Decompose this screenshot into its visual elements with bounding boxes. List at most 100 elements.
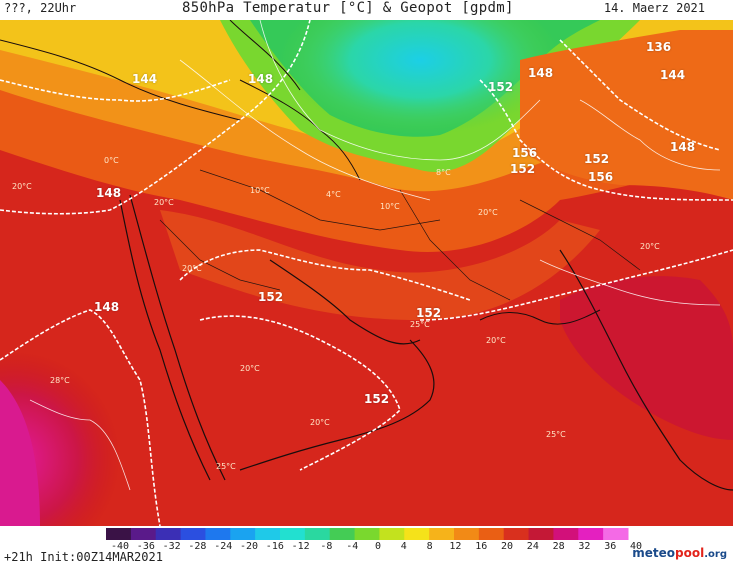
geopot-label: 144 [660, 68, 686, 82]
isotherm [579, 99, 721, 171]
colorbar-segment [180, 528, 206, 540]
coastline-gulf [269, 259, 421, 345]
magenta-region [0, 220, 300, 526]
geopot-label: 148 [94, 300, 120, 314]
colorbar-segment [304, 528, 331, 540]
colorbar-tick-label: 20 [501, 541, 514, 552]
geopot-label: 148 [528, 66, 554, 80]
temp-label: 20°C [478, 208, 498, 217]
colorbar-tick-label: 24 [526, 541, 539, 552]
isoline-152-east [419, 249, 733, 321]
colorbar: -40 -36 -32 -28 -24 -20 -16 -12 -8 -4 0 4 8 12 16 20 24 2… [0, 526, 733, 566]
geopot-label: 156 [588, 170, 614, 184]
colorbar-tick-label: 0 [375, 541, 382, 552]
temp-label: 20°C [182, 264, 202, 273]
colorbar-tick-label: 4 [400, 541, 407, 552]
isotherm [259, 20, 541, 161]
weather-map[interactable]: 144 148 148 152 152 152 152 148 136 144 … [0, 20, 733, 526]
coastline-mediterranean [0, 39, 241, 121]
map-date: 14. Maerz 2021 [603, 1, 705, 15]
colorbar-tick-label: -12 [291, 541, 310, 552]
colorbar-tick-label: 8 [426, 541, 433, 552]
temperature-contours [29, 20, 721, 491]
colorbar-tick-label: -16 [265, 541, 284, 552]
colorbar-segment [230, 528, 256, 540]
temp-label: 20°C [640, 242, 660, 251]
isoline-148-ne [559, 39, 721, 151]
temp-label: 8°C [436, 168, 451, 177]
colorbar-segment [106, 528, 132, 540]
colorbar-tick-label: 36 [604, 541, 617, 552]
geopot-label: 148 [670, 140, 696, 154]
geopot-label: 152 [510, 162, 536, 176]
temp-label: 25°C [410, 320, 430, 329]
coastline-pakistan [479, 309, 601, 325]
temperature-field [0, 20, 733, 526]
temp-label: 25°C [216, 462, 236, 471]
country-border [519, 199, 641, 271]
colorbar-tick-label: -36 [136, 541, 155, 552]
temp-label: 10°C [380, 202, 400, 211]
geopot-label: 152 [416, 306, 442, 320]
temp-label: 28°C [50, 376, 70, 385]
colorbar-strip [106, 528, 629, 540]
isoline-156 [479, 79, 733, 201]
coastline-black-sea [229, 20, 301, 91]
geopot-label: 144 [132, 72, 158, 86]
india-crimson-region [560, 276, 733, 440]
isotherm [539, 259, 721, 306]
temp-label: 4°C [326, 190, 341, 199]
colorbar-tick-label: -32 [162, 541, 181, 552]
meteopool-logo[interactable]: meteopool.org [632, 546, 727, 560]
colorbar-segment [454, 528, 480, 540]
country-border [159, 219, 281, 291]
colorbar-segment [429, 528, 455, 540]
colorbar-tick-label: 28 [552, 541, 565, 552]
geopot-label: 152 [488, 80, 514, 94]
colorbar-segment [478, 528, 505, 540]
temp-label: 10°C [250, 186, 270, 195]
cold-core [280, 20, 560, 135]
forecast-day-label: ???, 22Uhr [4, 1, 77, 15]
isotherm [179, 59, 431, 201]
colorbar-segment [205, 528, 231, 540]
colorbar-segment [578, 528, 604, 540]
temp-label: 20°C [486, 336, 506, 345]
colorbar-tick-label: -4 [346, 541, 359, 552]
colorbar-tick-label: -24 [214, 541, 233, 552]
colorbar-tick-label: -28 [188, 541, 207, 552]
colorbar-segment [354, 528, 380, 540]
geopot-label: 148 [96, 186, 122, 200]
geopot-label: 152 [258, 290, 284, 304]
colorbar-segment [503, 528, 530, 540]
colorbar-tick-label: -40 [111, 541, 130, 552]
temp-label: 0°C [104, 156, 119, 165]
temp-label: 20°C [310, 418, 330, 427]
colorbar-tick-label: 12 [449, 541, 462, 552]
logo-accent: pool [675, 546, 705, 560]
map-title: 850hPa Temperatur [°C] & Geopot [gpdm] [182, 0, 514, 16]
colorbar-segment [255, 528, 281, 540]
logo-tld: .org [704, 549, 727, 560]
temp-label: 20°C [12, 182, 32, 191]
colorbar-tick-label: 32 [578, 541, 591, 552]
temp-label: 20°C [240, 364, 260, 373]
colorbar-tick-label: -20 [240, 541, 259, 552]
isotherm [29, 399, 131, 491]
colorbar-segment [603, 528, 629, 540]
coastline-india-west [559, 249, 733, 491]
geopot-label: 136 [646, 40, 672, 54]
map-header: ???, 22Uhr 850hPa Temperatur [°C] & Geop… [0, 0, 733, 20]
geopot-label: 152 [584, 152, 610, 166]
colorbar-segment [379, 528, 405, 540]
isoline-148 [0, 20, 311, 215]
temp-label: 20°C [154, 198, 174, 207]
geopot-label: 148 [248, 72, 274, 86]
temp-label: 25°C [546, 430, 566, 439]
country-border [399, 189, 511, 301]
colorbar-segment [130, 528, 157, 540]
colorbar-tick-label: 16 [475, 541, 488, 552]
isoline-152-lower [199, 315, 401, 471]
geopotential-contours [0, 20, 733, 526]
colorbar-tick-label: 40 [630, 541, 643, 552]
